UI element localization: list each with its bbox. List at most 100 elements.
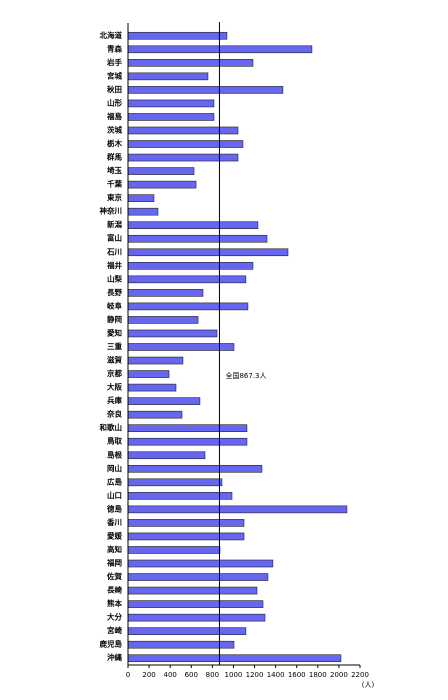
y-tick-label: 宮崎 (107, 625, 122, 635)
bar (127, 532, 245, 541)
bar (127, 478, 223, 487)
y-tick-label: 奈良 (106, 409, 122, 419)
y-tick-label: 岡山 (107, 463, 122, 473)
bar (127, 627, 247, 635)
y-tick-label: 青森 (107, 43, 122, 53)
bar (127, 302, 249, 311)
bar (127, 356, 184, 365)
bar (127, 559, 274, 568)
bar (127, 329, 218, 338)
x-tick-label: 1800 (309, 671, 327, 679)
y-tick-label: 宮城 (107, 70, 122, 80)
x-tick-label: 2200 (351, 671, 369, 679)
x-tick-label: 2000 (330, 671, 348, 679)
bar (127, 140, 244, 148)
y-tick-label: 新潟 (107, 219, 122, 229)
y-tick-label: 香川 (106, 517, 122, 527)
reference-label: 全国867.3人 (225, 371, 266, 380)
bar (127, 72, 209, 81)
bar (127, 343, 235, 351)
bar (127, 262, 254, 270)
y-tick-label: 大阪 (107, 382, 122, 392)
bar (127, 153, 239, 162)
x-tick-label: 400 (163, 671, 176, 679)
bar (127, 59, 254, 67)
y-tick-label: 愛知 (107, 327, 122, 337)
y-tick-label: 鳥取 (107, 436, 122, 446)
bar (127, 234, 268, 243)
y-tick-label: 高知 (107, 544, 122, 554)
bar (127, 126, 239, 135)
bar (127, 180, 197, 189)
y-tick-label: 山形 (107, 97, 122, 107)
x-tick-label: 1600 (288, 671, 306, 679)
bar (127, 383, 177, 392)
y-tick-label: 秋田 (106, 84, 122, 94)
x-tick-label: 1400 (267, 671, 285, 679)
bar (127, 316, 199, 324)
bar (127, 289, 204, 297)
bar (127, 370, 170, 378)
y-tick-label: 徳島 (106, 503, 122, 513)
y-tick-label: 福岡 (106, 558, 122, 568)
x-tick-label: 200 (142, 671, 155, 679)
bar (127, 397, 201, 405)
y-tick-label: 東京 (107, 192, 122, 202)
bar (127, 654, 342, 663)
bar (127, 519, 245, 527)
bar (127, 31, 228, 40)
bar (127, 451, 206, 460)
y-tick-label: 広島 (107, 476, 122, 486)
bar (127, 99, 215, 108)
bar (127, 505, 348, 514)
bar (127, 167, 195, 175)
y-tick-label: 滋賀 (107, 355, 122, 365)
y-tick-label: 鹿児島 (100, 639, 123, 649)
x-tick-label: 1000 (225, 671, 243, 679)
x-unit: (人) (362, 681, 375, 689)
y-tick-label: 熊本 (107, 598, 122, 608)
y-tick-label: 山梨 (107, 273, 122, 283)
y-tick-label: 千葉 (107, 179, 122, 189)
bar (127, 424, 248, 432)
x-tick-label: 800 (206, 671, 219, 679)
y-tick-label: 福井 (106, 260, 122, 270)
y-tick-label: 北海道 (100, 30, 123, 40)
bar (127, 613, 266, 622)
bar (127, 492, 233, 500)
y-tick-label: 三重 (107, 341, 122, 351)
y-tick-label: 神奈川 (100, 206, 123, 216)
y-tick-label: 静岡 (107, 314, 122, 324)
bar (127, 86, 284, 94)
x-tick-label: 600 (185, 671, 198, 679)
bar (127, 600, 264, 608)
bar (127, 248, 289, 257)
bar (127, 221, 259, 230)
x-tick-label: 1200 (246, 671, 264, 679)
y-tick-label: 長野 (107, 288, 122, 297)
bar (127, 113, 215, 121)
y-tick-label: 佐賀 (106, 571, 122, 581)
y-tick-label: 富山 (107, 233, 122, 243)
y-tick-label: 和歌山 (100, 422, 123, 432)
bar (127, 464, 263, 473)
y-tick-label: 長崎 (107, 585, 122, 595)
y-tick-label: 岩手 (106, 57, 122, 67)
bar (127, 194, 155, 202)
y-tick-label: 石川 (106, 247, 122, 256)
bar (127, 275, 247, 284)
y-tick-label: 群馬 (106, 152, 122, 162)
y-tick-label: 島根 (107, 449, 122, 459)
y-tick-label: 沖縄 (107, 652, 122, 662)
y-tick-label: 兵庫 (107, 395, 122, 405)
bar (127, 410, 183, 419)
y-tick-label: 山口 (107, 490, 122, 500)
y-tick-label: 栃木 (107, 138, 122, 148)
bar (127, 586, 258, 595)
bar (127, 207, 159, 216)
y-tick-label: 京都 (107, 368, 122, 378)
bar (127, 437, 248, 446)
y-tick-label: 福島 (106, 111, 122, 121)
bar (127, 640, 235, 649)
x-tick-label: 0 (126, 671, 130, 679)
